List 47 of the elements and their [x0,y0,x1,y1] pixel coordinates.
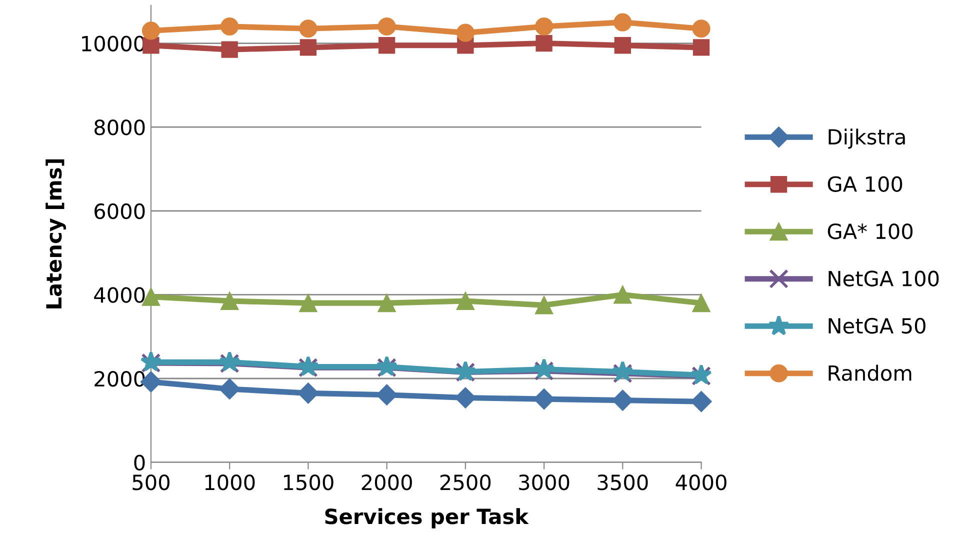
x-axis-title: Services per Task [325,508,529,528]
x-tick-label: 3500 [598,474,648,490]
point [142,37,160,54]
point [535,17,554,36]
point [298,382,319,404]
point [378,294,396,312]
y-tick-label: 8000 [94,120,145,136]
point [219,378,240,400]
point [692,294,710,312]
point [299,20,318,38]
legend-label: NetGA 100 [828,270,939,286]
legend-label: NetGA 50 [828,318,926,334]
point [692,39,710,56]
x-tick-label: 2500 [440,474,491,490]
point [456,292,474,310]
point [378,17,396,36]
point [220,292,239,310]
legend-label: GA* 100 [828,223,913,240]
y-tick-label: 0 [134,454,145,471]
x-tick-label: 500 [132,474,170,490]
y-tick-label: 6000 [94,203,145,220]
y-tick-label: 2000 [94,370,145,387]
point [692,20,710,38]
point [535,296,554,314]
point [614,286,632,304]
y-axis-title: Latency [ms] [46,159,66,308]
x-tick-label: 2000 [362,474,412,490]
legend-label: GA 100 [828,176,902,192]
legend-label: Dijkstra [828,128,905,149]
point [614,13,632,32]
point [299,294,318,312]
point [142,22,160,40]
y-tick-label: 10000 [82,36,145,52]
point [376,384,398,406]
point [536,34,552,52]
point [220,17,239,36]
x-tick-label: 1500 [284,474,334,490]
x-tick-label: 1000 [205,474,255,490]
point [221,41,238,58]
point [378,37,396,54]
x-tick-label: 4000 [676,474,726,490]
x-tick-label: 3000 [519,474,570,490]
y-tick-label: 4000 [94,287,145,303]
legend-label: Random [828,364,912,381]
point [300,39,317,56]
point [456,24,474,42]
point [614,37,631,54]
